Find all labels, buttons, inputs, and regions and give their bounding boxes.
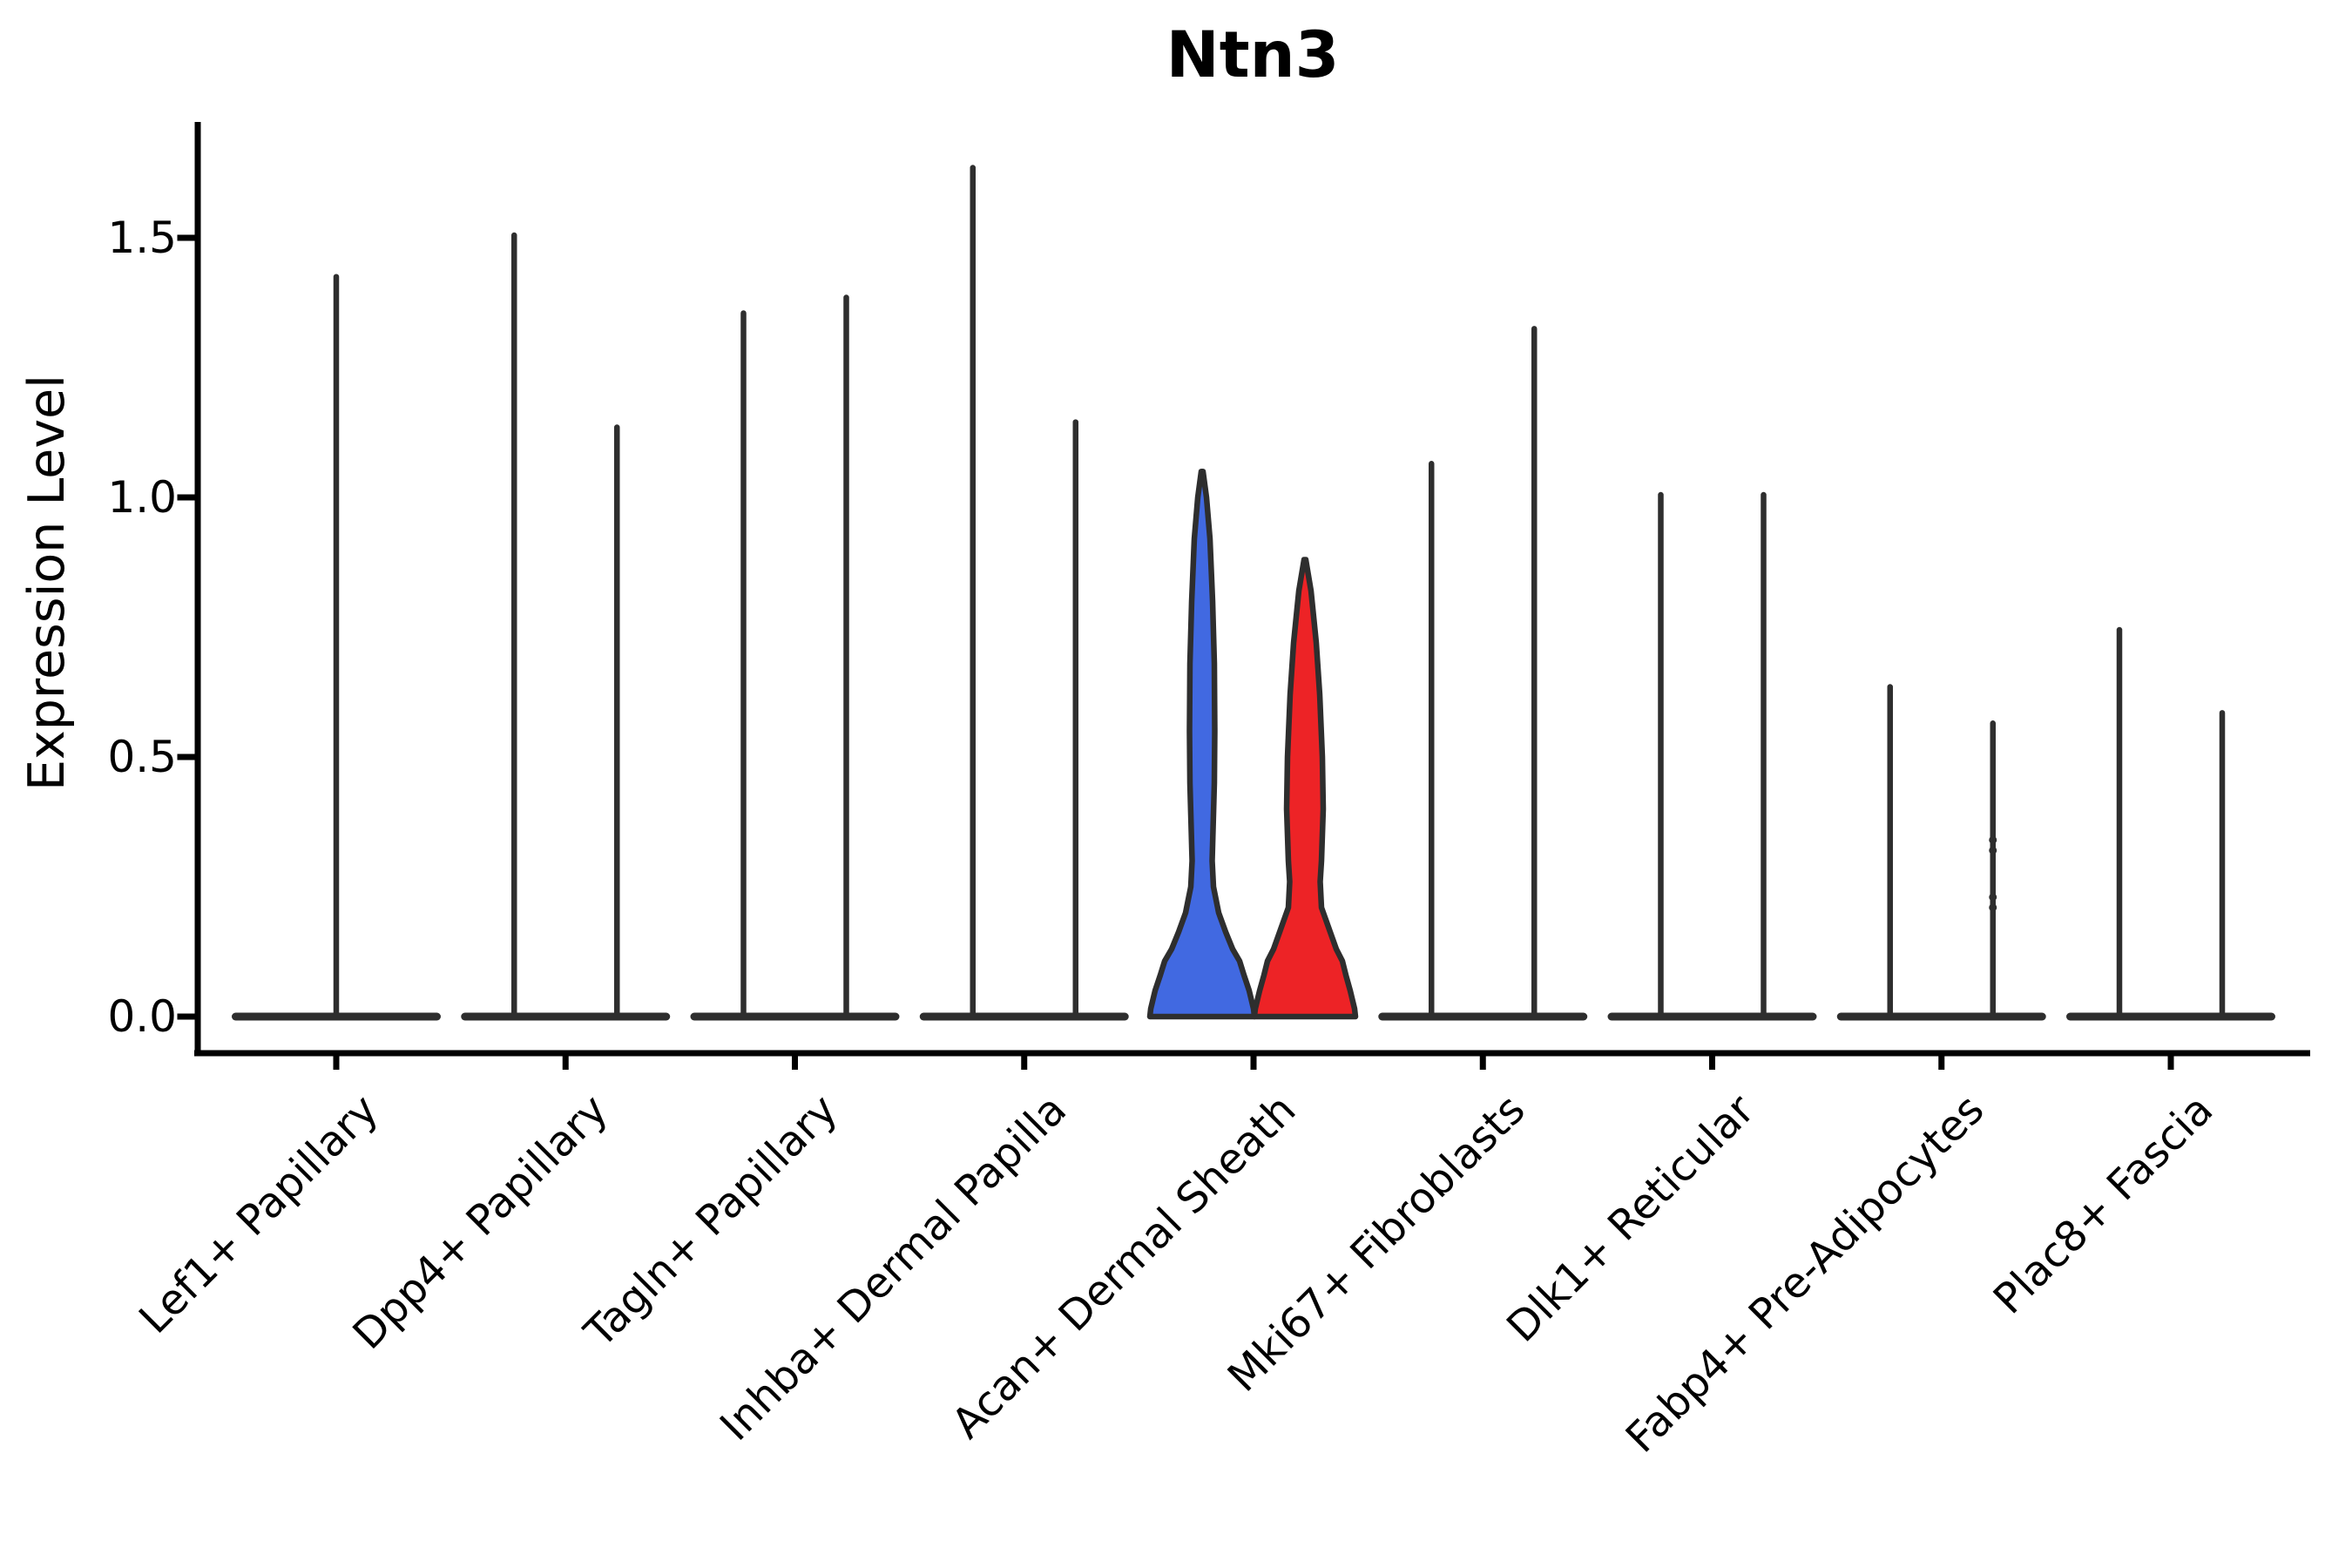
x-tick-mark — [1479, 1053, 1486, 1070]
x-tick-mark — [2167, 1053, 2174, 1070]
x-tick-mark — [562, 1053, 569, 1070]
y-tick-mark — [177, 754, 195, 760]
violin-filled-blue — [1146, 468, 1258, 1020]
chart-title: Ntn3 — [1166, 18, 1340, 92]
violin-baseline — [919, 1012, 1129, 1021]
x-tick-mark — [792, 1053, 798, 1070]
x-tick-mark — [1021, 1053, 1028, 1070]
violin-baseline — [1607, 1012, 1817, 1021]
violin-baseline — [690, 1012, 900, 1021]
y-tick-label: 0.5 — [107, 732, 177, 782]
violin-knot — [1989, 893, 1997, 902]
x-tick-mark — [333, 1053, 340, 1070]
violin-baseline — [1378, 1012, 1588, 1021]
violin-knot — [1989, 903, 1997, 912]
violin-knot — [1989, 835, 1997, 844]
violin-baseline — [2066, 1012, 2275, 1021]
y-tick-label: 1.0 — [107, 472, 177, 523]
y-tick-mark — [177, 494, 195, 501]
y-tick-label: 0.0 — [107, 991, 177, 1042]
violin-baseline — [1836, 1012, 2046, 1021]
y-tick-mark — [177, 234, 195, 241]
y-tick-mark — [177, 1013, 195, 1020]
violin-baseline — [461, 1012, 671, 1021]
y-axis-spine — [194, 122, 201, 1056]
y-axis-label: Expression Level — [18, 375, 76, 791]
x-tick-mark — [1938, 1053, 1945, 1070]
x-tick-mark — [1250, 1053, 1257, 1070]
violin-filled-red — [1251, 557, 1359, 1020]
y-tick-label: 1.5 — [107, 213, 177, 263]
violin-baseline — [232, 1012, 441, 1021]
x-tick-mark — [1709, 1053, 1715, 1070]
violin-knot — [1989, 846, 1997, 855]
